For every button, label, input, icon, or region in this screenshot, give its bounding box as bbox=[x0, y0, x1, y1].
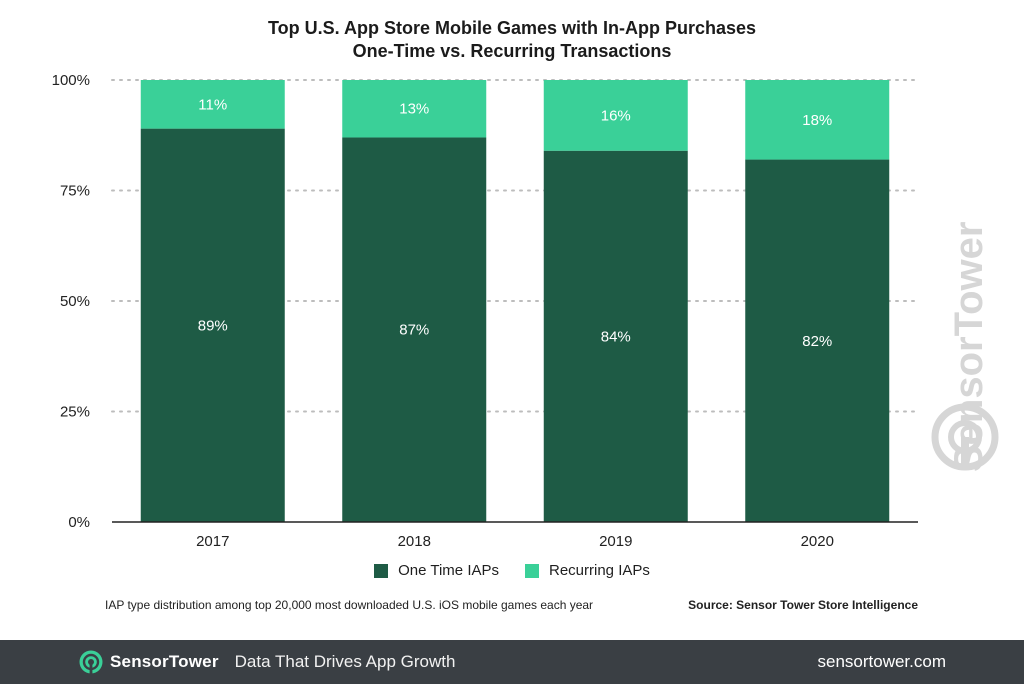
chart-subtitle: One-Time vs. Recurring Transactions bbox=[352, 41, 672, 61]
bar-one-time bbox=[342, 137, 487, 522]
sensortower-logo-icon bbox=[931, 403, 999, 471]
data-label: 89% bbox=[198, 317, 228, 334]
bar-one-time bbox=[140, 128, 285, 522]
legend: One Time IAPs Recurring IAPs bbox=[0, 562, 1024, 579]
chart-title: Top U.S. App Store Mobile Games with In-… bbox=[267, 18, 757, 38]
chart-note: IAP type distribution among top 20,000 m… bbox=[105, 598, 594, 612]
data-label: 87% bbox=[399, 322, 429, 339]
data-label: 11% bbox=[198, 96, 227, 113]
bar-recurring bbox=[543, 80, 688, 151]
bar-recurring bbox=[342, 80, 487, 138]
y-tick-label: 0% bbox=[68, 514, 90, 531]
bar-one-time bbox=[543, 150, 688, 522]
y-tick-label: 25% bbox=[60, 404, 90, 421]
footer-website-link[interactable]: sensortower.com bbox=[817, 652, 947, 671]
legend-swatch-one-time bbox=[374, 563, 389, 578]
y-tick-label: 75% bbox=[60, 183, 90, 200]
x-tick-label: 2017 bbox=[196, 533, 229, 550]
data-label: 84% bbox=[601, 328, 631, 345]
footer-brand: SensorTower bbox=[110, 652, 219, 672]
sensortower-logo-icon bbox=[79, 650, 103, 674]
x-tick-label: 2018 bbox=[398, 533, 431, 550]
legend-label-one-time: One Time IAPs bbox=[398, 562, 499, 579]
stacked-bar-chart: 0% 25% 50% 75% 100% 89% 11% 2017 87% 13% 2018 84% 16… bbox=[52, 72, 919, 550]
source-note: Source: Sensor Tower Store Intelligence bbox=[688, 598, 918, 612]
brand-part-1: Sensor bbox=[110, 652, 169, 671]
x-tick-label: 2019 bbox=[599, 533, 632, 550]
brand-part-2: Tower bbox=[168, 652, 219, 671]
legend-item-recurring: Recurring IAPs bbox=[525, 562, 650, 579]
x-tick-label: 2020 bbox=[801, 533, 834, 550]
footer-tagline: Data That Drives App Growth bbox=[234, 652, 456, 671]
data-label: 16% bbox=[601, 107, 631, 124]
bar-one-time bbox=[745, 159, 890, 522]
legend-item-one-time: One Time IAPs bbox=[374, 562, 499, 579]
y-tick-label: 50% bbox=[60, 293, 90, 310]
legend-swatch-recurring bbox=[525, 563, 539, 578]
y-tick-label: 100% bbox=[52, 72, 90, 89]
bar-recurring bbox=[140, 80, 285, 129]
footer-bar: SensorTower Data That Drives App Growth … bbox=[0, 640, 1024, 684]
data-label: 13% bbox=[399, 101, 429, 118]
data-label: 18% bbox=[802, 112, 832, 129]
legend-label-recurring: Recurring IAPs bbox=[549, 562, 650, 579]
bar-recurring bbox=[745, 80, 890, 160]
data-label: 82% bbox=[802, 333, 832, 350]
footer-logo[interactable]: SensorTower bbox=[78, 649, 219, 675]
